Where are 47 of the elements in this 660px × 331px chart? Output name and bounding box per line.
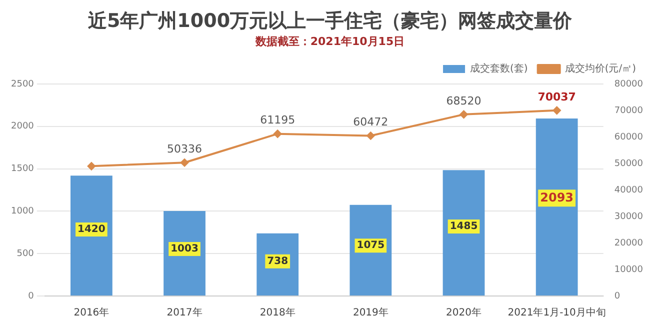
y2-tick-label: 60000	[614, 132, 644, 142]
y2-tick-label: 0	[614, 291, 620, 302]
data-label: 60472	[353, 116, 388, 129]
data-label: 1075	[356, 240, 385, 252]
x-tick-label: 2021年1月-10月中旬	[508, 306, 606, 319]
point	[460, 110, 468, 118]
bar	[164, 210, 206, 296]
y2-tick-label: 70000	[614, 106, 644, 116]
y-tick-label: 1000	[11, 206, 34, 217]
point	[180, 158, 189, 167]
x-tick-label: 2019年	[352, 306, 388, 319]
chart-subtitle: 数据截至：2021年10月15日	[254, 34, 406, 50]
bar	[350, 204, 392, 296]
data-label: 61195	[260, 114, 296, 127]
legend-label: 成交均价(元/㎡)	[564, 62, 636, 75]
data-label: 738	[267, 256, 288, 267]
y-tick-label: 500	[16, 248, 34, 259]
y2-tick-label: 20000	[614, 238, 644, 248]
y-tick-label: 2500	[11, 79, 34, 90]
y2-tick-label: 40000	[614, 185, 644, 196]
bar	[442, 170, 485, 296]
x-tick-label: 2018年	[260, 306, 296, 319]
x-tick-label: 2020年	[446, 306, 482, 319]
point	[552, 106, 561, 114]
point	[366, 132, 375, 140]
point	[274, 130, 282, 138]
y2-tick-label: 30000	[614, 212, 644, 222]
data-label: 70037	[538, 90, 576, 104]
x-tick-label: 2017年	[166, 306, 202, 319]
y2-tick-label: 50000	[614, 158, 644, 169]
data-label: 2093	[540, 190, 574, 204]
y2-tick-label: 10000	[614, 264, 644, 275]
bar	[70, 176, 112, 296]
data-label: 68520	[446, 94, 482, 108]
y-tick-label: 1500	[11, 164, 34, 174]
bar	[536, 118, 578, 296]
legend-label: 成交套数(套)	[470, 62, 528, 75]
data-label: 1485	[450, 221, 478, 232]
x-tick-label: 2016年	[74, 306, 110, 319]
chart-title: 近5年广州1000万元以上一手住宅（豪宅）网签成交量价	[86, 9, 574, 34]
y-tick-label: 2000	[11, 122, 34, 132]
data-label: 1420	[78, 224, 106, 236]
y-tick-label: 0	[28, 291, 34, 302]
y2-tick-label: 80000	[614, 79, 644, 90]
data-label: 1003	[170, 244, 198, 255]
data-label: 50336	[167, 142, 202, 156]
point	[87, 162, 96, 170]
